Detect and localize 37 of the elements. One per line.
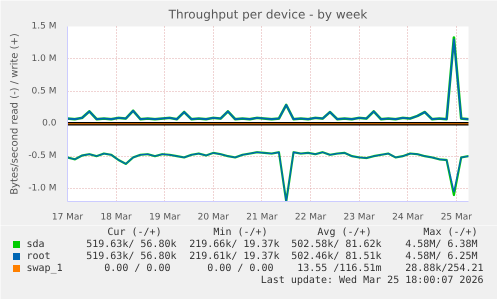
y-tick-label: -0.5 M <box>28 151 56 162</box>
x-tick-label: 25 Mar <box>440 212 472 222</box>
x-tick-label: 24 Mar <box>392 212 424 222</box>
chart-title: Throughput per device - by week <box>168 8 368 22</box>
text: Cur (-/+) <box>107 227 162 238</box>
text: 219.66k/ 19.37k <box>189 239 280 250</box>
y-tick-label: 1.5 M <box>32 22 57 32</box>
legend-label: sda <box>26 239 45 250</box>
text: Avg (-/+) <box>317 227 372 238</box>
y-axis-title: Bytes/second read (-) / write (+) <box>9 33 20 195</box>
text: 4.58M/ 6.38M <box>405 239 478 250</box>
legend-label: root <box>26 251 51 262</box>
x-tick-label: 19 Mar <box>149 212 181 222</box>
text: 0.00 / 0.00 <box>104 263 170 274</box>
x-tick-label: 18 Mar <box>100 212 132 222</box>
text: 502.46k/ 81.51k <box>291 251 382 262</box>
text: 28.88k/254.21 <box>405 263 484 274</box>
text: 0.00 / 0.00 <box>207 263 274 274</box>
text: 502.58k/ 81.62k <box>291 239 382 250</box>
text: 4.58M/ 6.25M <box>405 251 478 262</box>
text: 13.55 /116.51m <box>297 263 382 274</box>
x-tick-label: 20 Mar <box>198 212 230 222</box>
x-tick-label: 23 Mar <box>343 212 376 222</box>
x-tick-label: 21 Mar <box>246 212 278 222</box>
text: Min (-/+) <box>213 227 268 238</box>
y-tick-label: 0.0 <box>42 118 57 129</box>
text: Last update: Wed Mar 25 18:00:07 2026 <box>260 275 484 286</box>
text: 519.63k/ 56.80k <box>86 239 177 250</box>
text: 219.61k/ 19.37k <box>189 251 280 262</box>
y-tick-label: 0.5 M <box>32 86 57 96</box>
y-tick-label: -1.0 M <box>28 184 56 194</box>
legend-label: swap_1 <box>26 263 63 274</box>
y-tick-label: 1.0 M <box>32 54 57 64</box>
text: 519.63k/ 56.80k <box>86 251 177 262</box>
text: Max (-/+) <box>423 227 478 238</box>
x-tick-label: 17 Mar <box>52 212 84 222</box>
x-tick-label: 22 Mar <box>294 212 326 222</box>
